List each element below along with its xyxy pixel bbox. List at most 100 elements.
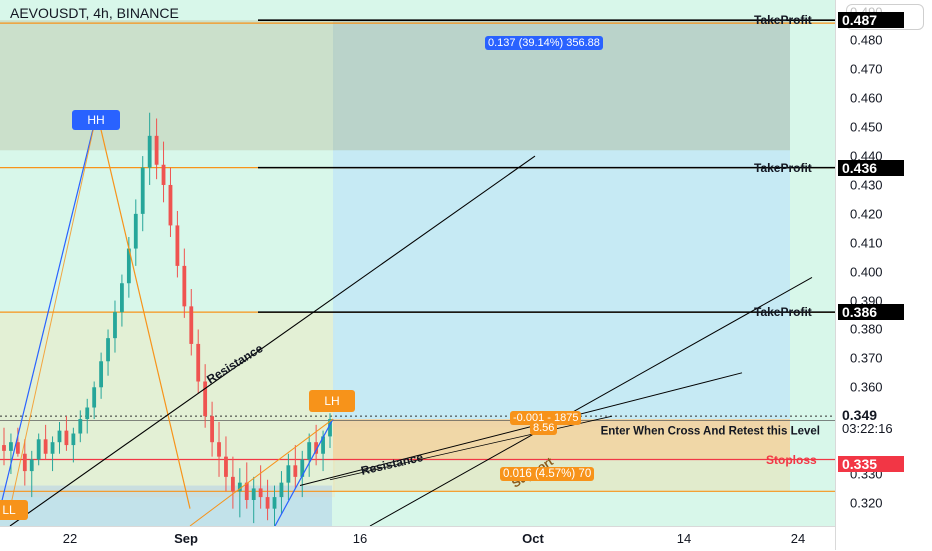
- candle-body: [126, 248, 131, 284]
- candle-body: [230, 476, 235, 492]
- time-label: 16: [352, 531, 368, 546]
- candle-body: [106, 338, 110, 362]
- current-price-tag: 0.349: [838, 406, 904, 423]
- candle-body: [113, 312, 117, 339]
- candle-body: [175, 225, 180, 266]
- lower-context-zone: [0, 312, 335, 498]
- price-tick: 0.370: [850, 350, 883, 366]
- price-tick: 0.420: [850, 206, 883, 222]
- candle-body: [210, 416, 214, 443]
- orange-uptrend-line: [9, 112, 98, 509]
- candle-body: [300, 459, 305, 477]
- resistance-line-2: [299, 372, 743, 487]
- price-chart-svg[interactable]: ResistanceResistanceSupportEnter When Cr…: [0, 0, 835, 526]
- entry-stats-pill-2: 8.56: [530, 421, 558, 435]
- orange-recovery-line: [189, 418, 334, 526]
- blue-uptrend-line: [0, 112, 98, 509]
- upper-context-zone: [0, 20, 335, 151]
- candle-body: [36, 439, 41, 460]
- entry-zone: [333, 419, 790, 460]
- candle-body: [140, 167, 145, 214]
- chart-area[interactable]: ResistanceResistanceSupportEnter When Cr…: [0, 0, 835, 526]
- candle-body: [50, 442, 55, 454]
- candle-body: [189, 306, 194, 344]
- support-line-2: [329, 415, 613, 481]
- candle-body: [154, 135, 159, 165]
- candle-body: [251, 488, 256, 500]
- lh-badge: LH: [309, 390, 355, 412]
- candle-body: [15, 442, 20, 454]
- takeprofit-label-2: TakeProfit: [754, 160, 812, 175]
- price-tag-tp2: 0.436: [838, 159, 904, 176]
- takeprofit-label-3: TakeProfit: [754, 305, 812, 320]
- resistance-line-1: [9, 155, 536, 526]
- candle-body: [85, 407, 90, 420]
- candle-body: [321, 436, 325, 454]
- candle-body: [78, 419, 83, 434]
- candle-body: [133, 213, 138, 249]
- candle-body: [43, 439, 48, 454]
- price-tick: 0.380: [850, 321, 883, 337]
- candle-body: [196, 343, 201, 382]
- candle-body: [168, 184, 173, 226]
- candle-body: [258, 488, 263, 498]
- price-tag-tp1: 0.487: [838, 12, 904, 29]
- entry-note-label: Enter When Cross And Retest this Level: [601, 426, 820, 438]
- candle-body: [244, 482, 249, 500]
- candle-body: [203, 381, 208, 417]
- candle-body: [92, 387, 97, 408]
- price-tick: 0.400: [850, 264, 883, 280]
- price-tick: 0.410: [850, 235, 883, 251]
- price-tick: 0.360: [850, 379, 883, 395]
- countdown-tag: 03:22:16: [838, 420, 904, 437]
- time-label: 14: [676, 531, 692, 546]
- candle-body: [22, 453, 27, 472]
- candle-body: [224, 456, 228, 477]
- candle-body: [182, 265, 187, 307]
- takeprofit-label-1: TakeProfit: [754, 13, 812, 28]
- candle-body: [265, 497, 270, 509]
- stop-stats-pill: 0.016 (4.57%) 70: [500, 467, 595, 481]
- candle-body: [293, 465, 298, 477]
- candle-body: [328, 419, 332, 437]
- stoploss-label: Stoploss: [766, 452, 817, 467]
- price-tick: 0.480: [850, 32, 883, 48]
- target-stats-pill: 0.137 (39.14%) 356.88: [485, 36, 603, 50]
- price-tick: 0.450: [850, 119, 883, 135]
- volume-area: [0, 485, 332, 526]
- candle-body: [279, 482, 284, 498]
- price-tick: 0.320: [850, 495, 883, 511]
- price-tick: 0.470: [850, 61, 883, 77]
- candle-body: [99, 361, 104, 388]
- ll-badge: LL: [0, 500, 28, 520]
- candle-body: [120, 283, 124, 313]
- candle-body: [71, 433, 76, 446]
- candle-body: [237, 482, 242, 492]
- entry-stats-pill: -0.001 - 1875: [510, 411, 582, 425]
- price-tick: 0.430: [850, 177, 883, 193]
- time-label: Oct: [522, 531, 544, 546]
- candle-body: [57, 430, 62, 443]
- orange-downtrend-line: [96, 112, 191, 509]
- candle-body: [161, 164, 166, 185]
- candle-body: [272, 497, 277, 509]
- price-tag-stop: 0.335: [838, 455, 904, 472]
- price-axis[interactable]: USDT 0.4900.4800.4700.4600.4500.4400.430…: [835, 0, 932, 550]
- chart-title: AEVOUSDT, 4h, BINANCE: [10, 5, 179, 21]
- candle-body: [2, 445, 6, 451]
- candle-body: [217, 442, 221, 457]
- time-label: 22: [62, 531, 78, 546]
- price-tick: 0.460: [850, 90, 883, 106]
- blue-recovery-line: [274, 418, 334, 526]
- price-tag-tp3: 0.386: [838, 304, 904, 321]
- time-label: 24: [790, 531, 806, 546]
- time-label: Sep: [174, 531, 198, 546]
- support-line: [369, 277, 813, 526]
- time-axis[interactable]: 22 Sep 16 Oct 14 24: [0, 526, 835, 551]
- candle-body: [29, 459, 34, 472]
- candle-body: [286, 465, 291, 483]
- candle-body: [9, 442, 13, 451]
- hh-badge: HH: [72, 110, 120, 130]
- candle-body: [64, 430, 69, 446]
- candle-body: [147, 135, 152, 168]
